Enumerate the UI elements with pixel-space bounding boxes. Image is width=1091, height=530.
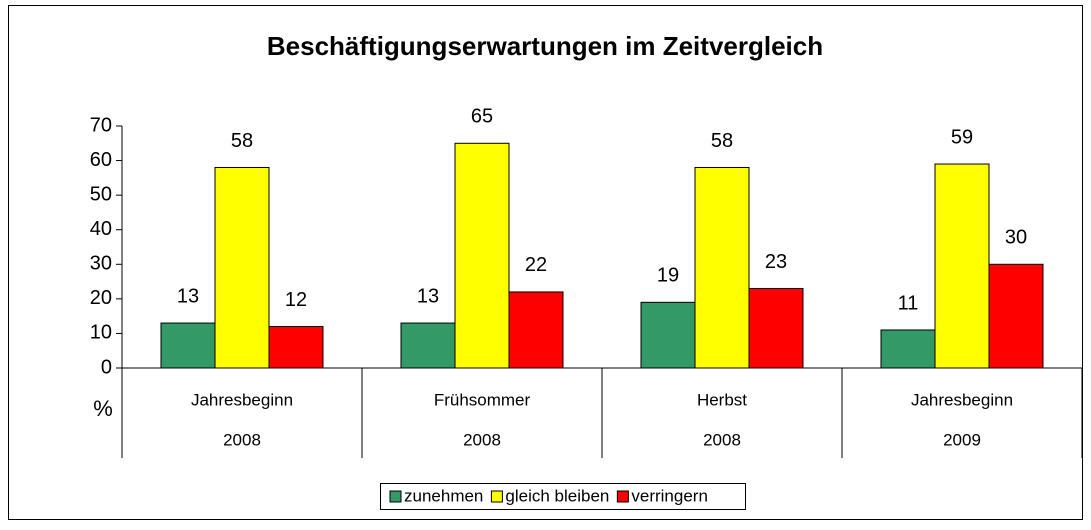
data-label: 23 (765, 251, 787, 273)
data-label: 65 (471, 106, 493, 128)
data-label: 58 (711, 130, 733, 152)
bar (748, 287, 804, 369)
x-group-label: 2008 (223, 430, 261, 449)
y-tick-label: 70 (90, 114, 112, 136)
bar (454, 142, 510, 369)
y-tick-label: 60 (90, 149, 112, 171)
legend-swatch (389, 490, 402, 503)
data-label: 59 (951, 126, 973, 148)
legend-box (380, 483, 746, 510)
y-tick-label: 50 (90, 183, 112, 205)
legend-label: verringern (631, 486, 708, 505)
chart-title: Beschäftigungserwartungen im Zeitverglei… (267, 31, 823, 61)
data-label: 13 (417, 285, 439, 307)
x-tick-label: Frühsommer (434, 390, 531, 409)
x-tick-label: Jahresbeginn (191, 390, 293, 409)
bar (214, 166, 270, 369)
y-tick-label: 20 (90, 287, 112, 309)
data-label: 22 (525, 254, 547, 276)
x-group-label: 2008 (463, 430, 501, 449)
legend-label: gleich bleiben (505, 486, 609, 505)
bar (640, 301, 696, 369)
data-label: 58 (231, 130, 253, 152)
data-label: 11 (898, 292, 919, 314)
bar (268, 326, 324, 369)
x-group-label: 2008 (703, 430, 741, 449)
y-tick-label: 40 (90, 218, 112, 240)
data-label: 12 (285, 289, 307, 311)
data-label: 13 (177, 285, 199, 307)
bar (694, 166, 750, 369)
bar (508, 291, 564, 369)
bar (880, 329, 936, 369)
x-tick-label: Jahresbeginn (911, 390, 1013, 409)
legend-label: zunehmen (404, 486, 483, 505)
bar (988, 263, 1044, 369)
y-tick-label: 0 (101, 356, 112, 378)
bar (160, 322, 216, 369)
y-tick-label: 10 (90, 322, 112, 344)
bar (400, 322, 456, 369)
chart-border (8, 5, 1083, 520)
data-label: 19 (657, 265, 679, 287)
y-tick-label: 30 (90, 253, 112, 275)
x-tick-label: Herbst (697, 390, 747, 409)
y-axis-label: % (93, 396, 113, 421)
data-label: 30 (1005, 227, 1027, 249)
legend-swatch (490, 490, 503, 503)
bar (934, 163, 990, 369)
legend-swatch (616, 490, 629, 503)
x-group-label: 2009 (943, 430, 981, 449)
